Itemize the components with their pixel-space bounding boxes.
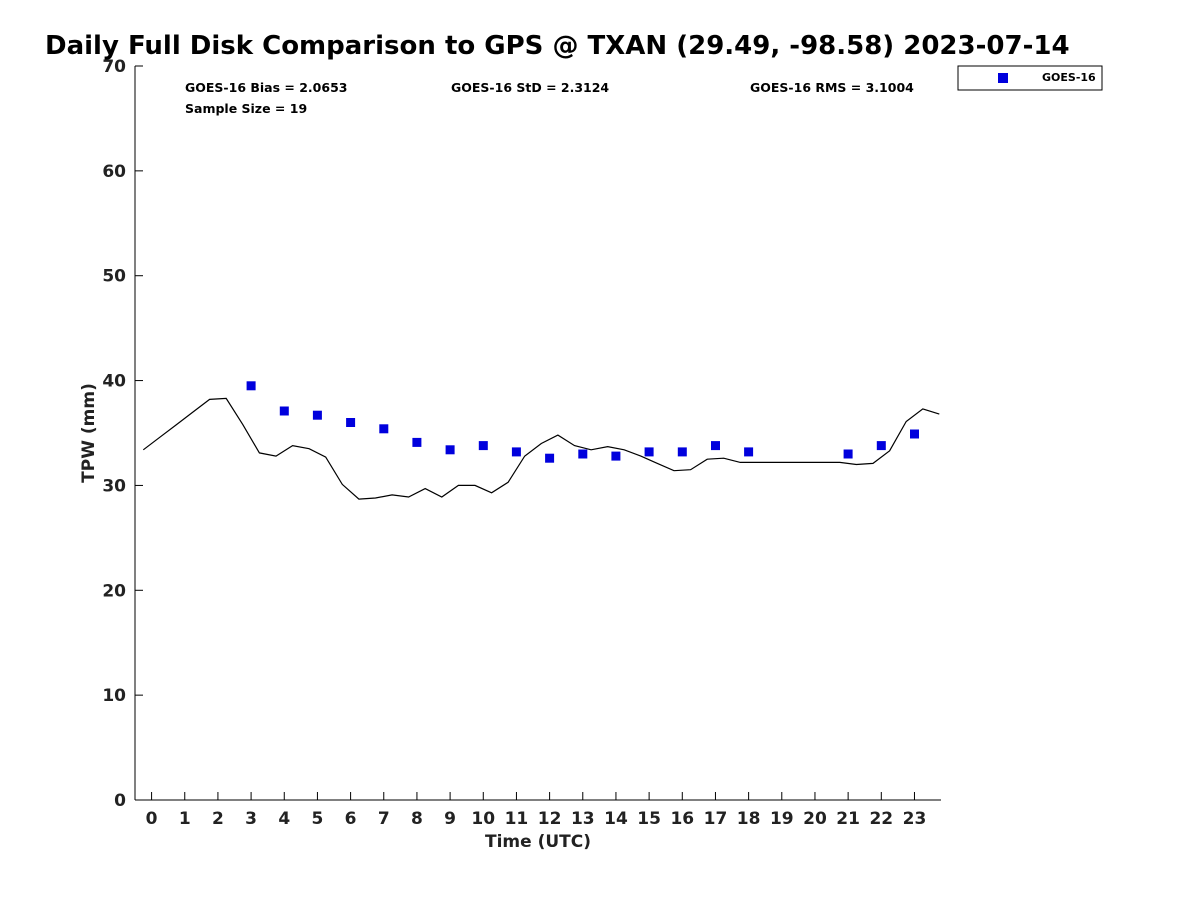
goes16-point [312, 410, 322, 420]
x-tick-label: 14 [604, 809, 628, 829]
x-tick-label: 5 [312, 809, 324, 829]
rms-stat: GOES-16 RMS = 3.1004 [750, 80, 914, 95]
x-tick-label: 0 [146, 809, 158, 829]
y-tick-label: 20 [102, 581, 126, 601]
goes16-point [876, 441, 886, 451]
gps-line-series [142, 397, 940, 500]
x-tick-label: 4 [278, 809, 290, 829]
y-tick-label: 0 [114, 791, 126, 811]
goes16-point [379, 424, 389, 434]
x-tick-label: 13 [571, 809, 595, 829]
x-tick-label: 6 [345, 809, 357, 829]
goes16-point [611, 451, 621, 461]
goes16-point [279, 406, 289, 416]
goes16-point [511, 447, 521, 457]
chart-title: Daily Full Disk Comparison to GPS @ TXAN… [45, 31, 1070, 61]
y-tick-label: 10 [102, 686, 126, 706]
x-tick-label: 21 [836, 809, 860, 829]
x-tick-label: 1 [179, 809, 191, 829]
x-tick-label: 17 [704, 809, 728, 829]
x-tick-label: 3 [245, 809, 257, 829]
x-tick-label: 2 [212, 809, 224, 829]
y-axis-label: TPW (mm) [79, 383, 99, 483]
bias-stat: GOES-16 Bias = 2.0653 [185, 80, 347, 95]
goes16-point [246, 381, 256, 391]
x-tick-label: 12 [538, 809, 562, 829]
goes16-point [711, 441, 720, 451]
x-tick-label: 15 [637, 809, 661, 829]
legend-entry-goes16: GOES-16 [1042, 71, 1096, 84]
goes16-point [445, 445, 455, 455]
x-tick-label: 9 [444, 809, 456, 829]
x-tick-label: 20 [803, 809, 827, 829]
goes16-point [843, 449, 853, 459]
x-tick-label: 10 [471, 809, 495, 829]
goes16-point [578, 449, 588, 459]
y-tick-label: 60 [102, 162, 126, 182]
goes16-point [478, 441, 488, 451]
x-axis-label: Time (UTC) [485, 832, 591, 852]
goes16-point [545, 453, 555, 463]
goes16-point [744, 447, 754, 457]
x-tick-label: 19 [770, 809, 794, 829]
x-tick-label: 8 [411, 809, 423, 829]
y-tick-label: 40 [102, 372, 126, 392]
x-tick-label: 11 [505, 809, 529, 829]
legend-marker-square [998, 73, 1008, 83]
goes16-point [412, 437, 422, 447]
goes16-scatter-series [246, 381, 919, 463]
gps-tpw-line [142, 397, 940, 500]
std-stat: GOES-16 StD = 2.3124 [451, 80, 609, 95]
x-tick-label: 16 [670, 809, 694, 829]
goes16-point [346, 418, 356, 427]
x-tick-label: 7 [378, 809, 390, 829]
x-tick-label: 23 [903, 809, 927, 829]
y-tick-label: 30 [102, 476, 126, 496]
y-tick-label: 70 [102, 57, 126, 77]
goes16-point [644, 447, 654, 457]
legend: GOES-16 [957, 65, 1103, 91]
y-tick-label: 50 [102, 267, 126, 287]
plot-frame [134, 66, 941, 801]
goes16-point [910, 429, 919, 439]
x-tick-label: 22 [869, 809, 893, 829]
x-tick-label: 18 [737, 809, 761, 829]
legend-box [957, 65, 1103, 91]
sample-size-stat: Sample Size = 19 [185, 101, 307, 116]
goes16-point [677, 447, 687, 457]
